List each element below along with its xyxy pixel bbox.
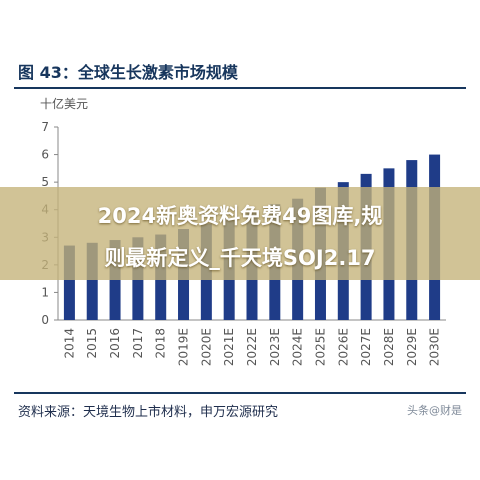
y-tick-label: 6 [41, 148, 49, 162]
banner-text-line-2: 则最新定义_千天境SOJ2.17 [104, 246, 376, 270]
bar [109, 240, 121, 320]
x-tick-label: 2028E [382, 328, 396, 366]
x-tick-label: 2026E [336, 328, 350, 366]
x-tick-label: 2030E [428, 328, 442, 366]
x-tick-label: 2021E [222, 328, 236, 366]
figure-title: 图 43：全球生长激素市场规模 [18, 63, 238, 82]
bar [63, 245, 75, 320]
x-tick-label: 2029E [405, 328, 419, 366]
bar [86, 242, 98, 320]
x-tick-label: 2017 [131, 328, 145, 359]
y-unit-label: 十亿美元 [40, 96, 88, 111]
x-tick-label: 2023E [268, 328, 282, 366]
title-divider [14, 87, 466, 89]
y-tick-label: 1 [41, 285, 49, 299]
platform-watermark: 头条@财是 [407, 404, 462, 417]
x-tick-label: 2022E [245, 328, 259, 366]
x-tick-label: 2016 [108, 328, 122, 359]
source-note: 资料来源：天境生物上市材料，申万宏源研究 [18, 405, 279, 420]
x-tick-label: 2018 [154, 328, 168, 359]
watermark-banner [0, 187, 480, 280]
x-tick-label: 2015 [85, 328, 99, 359]
y-tick-label: 7 [41, 120, 49, 134]
x-tick-label: 2014 [62, 328, 76, 359]
x-tick-label: 2024E [291, 328, 305, 366]
x-tick-label: 2025E [313, 328, 327, 366]
x-tick-label: 2020E [199, 328, 213, 366]
page-footer-area [0, 428, 480, 480]
banner-text-line-1: 2024新奥资料免费49图库,规 [97, 204, 383, 228]
x-tick-label: 2019E [177, 328, 191, 366]
source-divider [14, 392, 466, 394]
x-tick-label: 2027E [359, 328, 373, 366]
y-tick-label: 5 [41, 175, 49, 189]
y-tick-label: 0 [41, 313, 49, 327]
